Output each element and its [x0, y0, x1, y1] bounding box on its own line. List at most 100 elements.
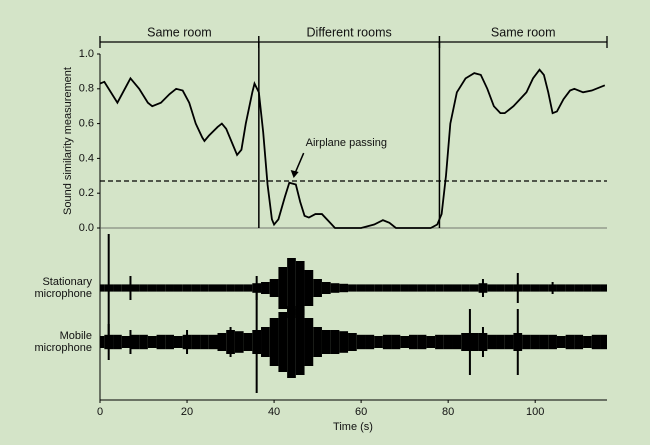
y-axis-label: Sound similarity measurement	[62, 67, 74, 215]
waveform-segment	[330, 330, 340, 354]
waveform-segment	[496, 334, 505, 350]
waveform-segment	[469, 284, 479, 292]
waveform-segment	[452, 334, 462, 350]
waveform-segment	[339, 283, 349, 293]
waveform-segment	[321, 282, 331, 294]
waveform-segment	[374, 336, 383, 348]
waveform-segment	[313, 279, 322, 297]
similarity-line	[99, 68, 606, 229]
waveform-segment	[452, 284, 462, 292]
waveform-segment	[139, 334, 148, 350]
waveform-segment	[348, 333, 357, 351]
y-tick-label: 0.0	[79, 222, 94, 234]
waveform-segment	[156, 334, 166, 350]
annotation-arrow	[293, 152, 305, 175]
waveform-segment	[121, 336, 131, 348]
waveform-segment	[417, 334, 427, 350]
waveform-segment	[487, 284, 497, 292]
waveform-segment	[100, 284, 105, 292]
waveform-segment	[173, 336, 183, 348]
waveform-segment	[426, 284, 436, 292]
waveform-segment	[191, 284, 201, 292]
x-tick-label: 20	[181, 406, 193, 418]
waveform-segment	[391, 334, 401, 350]
waveform-segment	[243, 284, 253, 292]
waveform-segment	[304, 318, 314, 366]
waveform-segment	[504, 334, 514, 350]
waveform-segment	[234, 284, 244, 292]
waveform-segment	[400, 336, 409, 348]
waveform-segment	[574, 284, 584, 292]
waveform-segment	[600, 284, 607, 292]
waveform-segment	[539, 284, 549, 292]
waveform-segment	[408, 284, 418, 292]
waveform-segment	[173, 284, 183, 292]
annotation-text: Airplane passing	[306, 137, 387, 149]
waveform-segment	[522, 334, 531, 350]
y-tick-label: 0.8	[79, 83, 94, 95]
waveform-segment	[382, 284, 392, 292]
x-tick-label: 60	[355, 406, 367, 418]
waveform-segment	[565, 334, 575, 350]
waveform-segment	[147, 336, 157, 348]
waveform-segment	[591, 284, 601, 292]
waveform-segment	[504, 284, 514, 292]
waveform-segment	[408, 334, 418, 350]
waveform-label: Mobile	[60, 330, 92, 342]
y-tick-label: 0.6	[79, 118, 94, 130]
x-tick-label: 100	[526, 406, 544, 418]
waveform-segment	[382, 334, 392, 350]
waveform-segment	[269, 279, 279, 297]
waveform-segment	[365, 334, 375, 350]
waveform-segment	[261, 282, 270, 294]
waveform-segment	[113, 284, 122, 292]
waveform-segment	[435, 334, 444, 350]
waveform-segment	[130, 284, 140, 292]
waveform-segment	[556, 284, 566, 292]
waveform-segment	[261, 327, 270, 357]
waveform-segment	[295, 309, 305, 375]
waveform-segment	[100, 336, 105, 348]
waveform-segment	[217, 333, 227, 351]
waveform-segment	[539, 334, 549, 350]
region-label: Same room	[147, 25, 212, 39]
y-tick-label: 0.4	[79, 152, 94, 164]
x-tick-label: 40	[268, 406, 280, 418]
y-tick-label: 0.2	[79, 187, 94, 199]
region-label: Same room	[491, 25, 556, 39]
waveform-segment	[583, 336, 592, 348]
waveform-segment	[130, 334, 140, 350]
waveform-segment	[548, 334, 557, 350]
waveform-segment	[208, 334, 218, 350]
waveform-segment	[530, 334, 540, 350]
waveform-segment	[417, 284, 427, 292]
waveform-segment	[574, 334, 584, 350]
waveform-segment	[278, 312, 288, 372]
waveform-segment	[487, 334, 497, 350]
waveform-segment	[348, 284, 357, 292]
waveform-label: Stationary	[42, 276, 92, 288]
annotation-arrowhead	[290, 170, 299, 179]
waveform-segment	[530, 284, 540, 292]
region-label: Different rooms	[307, 25, 392, 39]
x-axis-label: Time (s)	[333, 421, 373, 433]
waveform-segment	[600, 334, 607, 350]
waveform-segment	[200, 284, 209, 292]
waveform-segment	[321, 330, 331, 354]
waveform-segment	[165, 284, 174, 292]
x-tick-label: 0	[97, 406, 103, 418]
waveform-segment	[278, 267, 288, 309]
waveform-label: microphone	[35, 342, 92, 354]
waveform-segment	[400, 284, 409, 292]
waveform-segment	[287, 258, 296, 318]
waveform-segment	[200, 334, 209, 350]
waveform-segment	[461, 284, 470, 292]
waveform-segment	[139, 284, 148, 292]
waveform-segment	[374, 284, 383, 292]
waveform-segment	[295, 261, 305, 315]
waveform-segment	[391, 284, 401, 292]
waveform-segment	[426, 336, 436, 348]
waveform-segment	[226, 284, 235, 292]
